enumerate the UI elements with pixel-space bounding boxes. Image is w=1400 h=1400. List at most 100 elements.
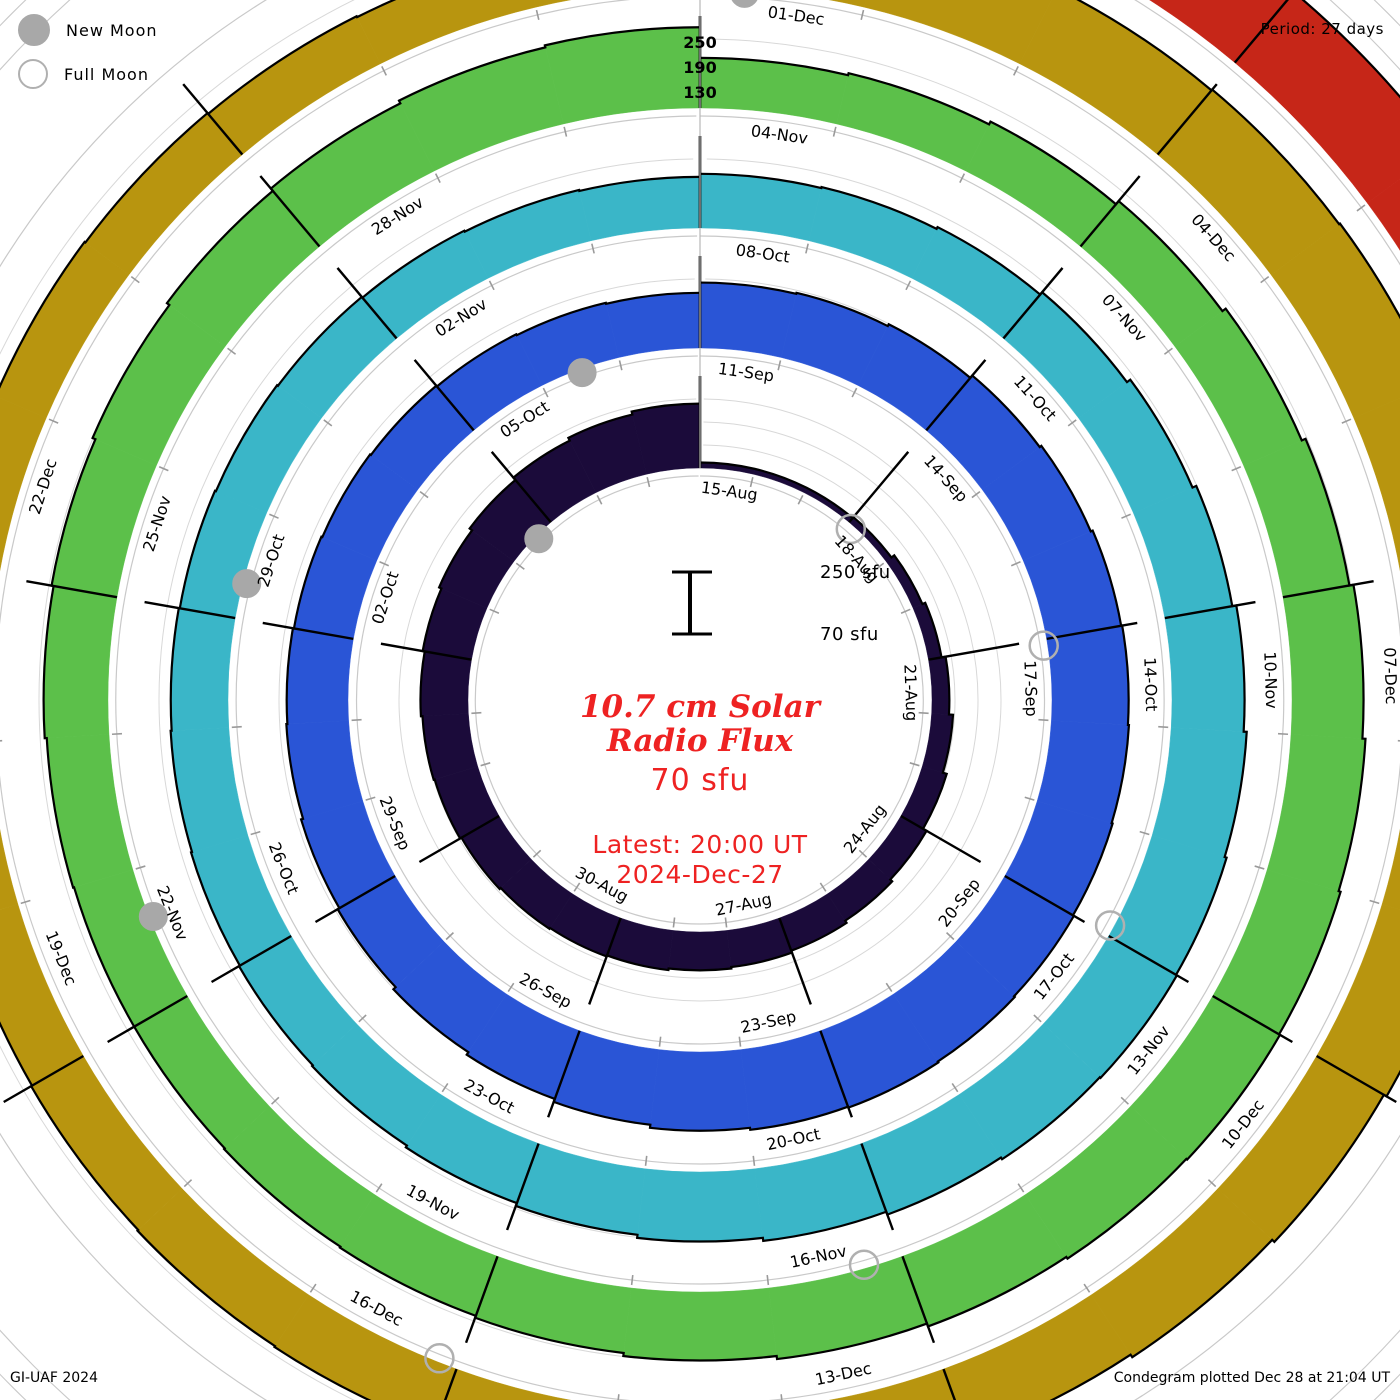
flux-day-cell: [464, 189, 592, 279]
full-moon-marker: [424, 1343, 455, 1374]
day-tick: [1231, 465, 1242, 472]
day-tick: [1163, 347, 1173, 355]
three-day-divider: [505, 1143, 540, 1231]
flux-day-cell: [1046, 625, 1129, 726]
day-tick: [375, 1183, 383, 1193]
date-label: 25-Nov: [139, 493, 175, 553]
flux-trace: [169, 172, 1248, 1243]
flux-day-cell: [828, 1368, 955, 1400]
scale-bar: [672, 570, 712, 636]
day-tick: [515, 562, 525, 570]
moon-phase-legend: New Moon Full Moon: [18, 8, 158, 96]
full-moon-marker: [835, 513, 867, 545]
center-annotation: 10.7 cm Solar Radio Flux 70 sfu Latest: …: [430, 690, 970, 890]
day-tick: [441, 1083, 449, 1093]
day-tick: [1012, 66, 1019, 76]
day-tick: [959, 173, 966, 183]
new-moon-marker: [138, 902, 168, 931]
three-day-divider: [942, 1368, 957, 1400]
day-tick: [1038, 718, 1049, 722]
three-day-divider: [413, 359, 475, 432]
day-tick: [130, 275, 140, 284]
day-tick: [672, 917, 676, 928]
credit-label: GI-UAF 2024: [10, 1370, 98, 1386]
three-day-divider: [418, 814, 500, 864]
date-label: 17-Sep: [1020, 660, 1041, 717]
day-tick: [542, 387, 549, 398]
ring-baseline-circle: [474, 475, 924, 925]
day-tick: [231, 725, 242, 729]
full-moon-icon: [18, 59, 48, 89]
date-label: 23-Oct: [461, 1075, 518, 1117]
radial-gridline: [398, 398, 1002, 1002]
flux-day-cell: [1282, 584, 1364, 739]
day-tick: [573, 882, 581, 892]
date-label: 11-Sep: [717, 359, 775, 386]
flux-day-cell: [170, 727, 249, 853]
period-label: Period: 27 days: [1260, 20, 1384, 38]
date-label: 08-Oct: [735, 240, 791, 266]
three-day-divider: [259, 175, 321, 248]
day-tick: [851, 387, 858, 398]
flux-day-cell: [623, 1287, 777, 1361]
three-day-divider: [901, 1255, 936, 1344]
date-label: 19-Dec: [42, 928, 81, 988]
day-tick: [1277, 732, 1289, 736]
day-tick: [805, 243, 809, 254]
three-day-divider: [3, 1054, 84, 1104]
flux-day-cell: [885, 555, 923, 609]
day-tick: [419, 490, 429, 499]
flux-day-cell: [808, 186, 937, 279]
full-moon-marker: [1094, 910, 1126, 941]
day-tick: [951, 1083, 959, 1093]
three-day-divider: [380, 642, 472, 661]
day-tick: [381, 66, 388, 76]
new-moon-icon: [18, 14, 50, 46]
latest-time: Latest: 20:00 UT: [592, 830, 808, 859]
full-moon-marker: [1028, 630, 1059, 661]
day-tick: [1067, 419, 1077, 427]
full-moon-marker: [848, 1249, 880, 1280]
day-tick: [1010, 561, 1021, 567]
day-tick: [630, 1274, 634, 1286]
flux-day-cell: [1151, 727, 1247, 858]
three-day-divider: [1156, 83, 1218, 156]
scalebar-top-label: 250 sfu: [820, 562, 891, 583]
three-day-divider: [1046, 621, 1138, 641]
three-day-divider: [1079, 175, 1141, 248]
flux-day-cell: [286, 627, 354, 725]
day-tick: [135, 865, 146, 870]
day-tick: [471, 711, 482, 715]
three-day-divider: [336, 267, 398, 340]
day-tick: [946, 932, 955, 941]
ring-baseline-circle: [115, 115, 1285, 1285]
day-tick: [1033, 1014, 1042, 1023]
flux-day-cell: [533, 0, 572, 8]
three-day-divider: [819, 1030, 853, 1118]
flux-day-cell: [0, 828, 19, 910]
day-tick: [434, 173, 441, 183]
flux-day-cell: [699, 282, 797, 358]
day-tick: [1024, 796, 1035, 801]
day-tick: [738, 1036, 742, 1047]
three-day-divider: [26, 580, 118, 599]
day-tick: [780, 1394, 783, 1400]
day-tick: [591, 243, 595, 254]
flux-day-cell: [1353, 397, 1400, 572]
date-label: 07-Dec: [1380, 647, 1400, 705]
day-tick: [885, 982, 893, 993]
day-tick: [1341, 418, 1352, 424]
day-tick: [724, 917, 728, 928]
day-tick: [0, 739, 3, 742]
day-tick: [860, 9, 865, 21]
three-day-divider: [144, 600, 236, 620]
day-tick: [1254, 865, 1265, 870]
day-tick: [646, 476, 651, 488]
day-tick: [909, 762, 920, 767]
